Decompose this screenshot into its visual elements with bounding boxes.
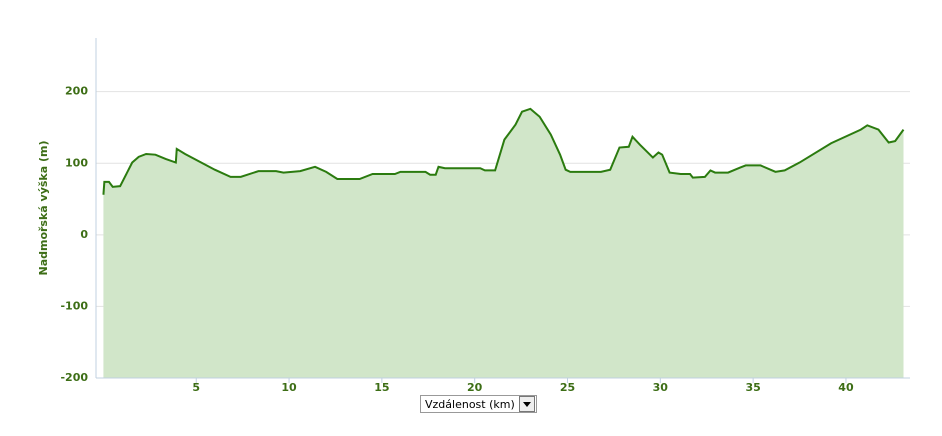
- x-tick-label: 35: [745, 381, 760, 394]
- x-tick-label: 25: [560, 381, 575, 394]
- y-axis-label: Nadmořská výška (m): [37, 140, 50, 275]
- x-tick-label: 5: [192, 381, 200, 394]
- x-tick-label: 20: [467, 381, 483, 394]
- y-tick-label: 100: [65, 156, 88, 169]
- x-tick-label: 40: [838, 381, 854, 394]
- y-tick-label: 200: [65, 85, 88, 98]
- dropdown-button[interactable]: [518, 396, 535, 412]
- x-axis-label: Vzdálenost (km): [425, 397, 515, 411]
- area-fill: [103, 108, 904, 378]
- x-axis-selector[interactable]: Vzdálenost (km): [420, 395, 537, 413]
- y-tick-label: -100: [60, 299, 88, 312]
- y-tick-label: 0: [80, 228, 88, 241]
- elevation-line: [102, 107, 905, 195]
- x-tick-label: 10: [281, 381, 297, 394]
- y-tick-label: -200: [60, 371, 88, 384]
- x-tick-label: 15: [374, 381, 389, 394]
- x-tick-label: 30: [653, 381, 669, 394]
